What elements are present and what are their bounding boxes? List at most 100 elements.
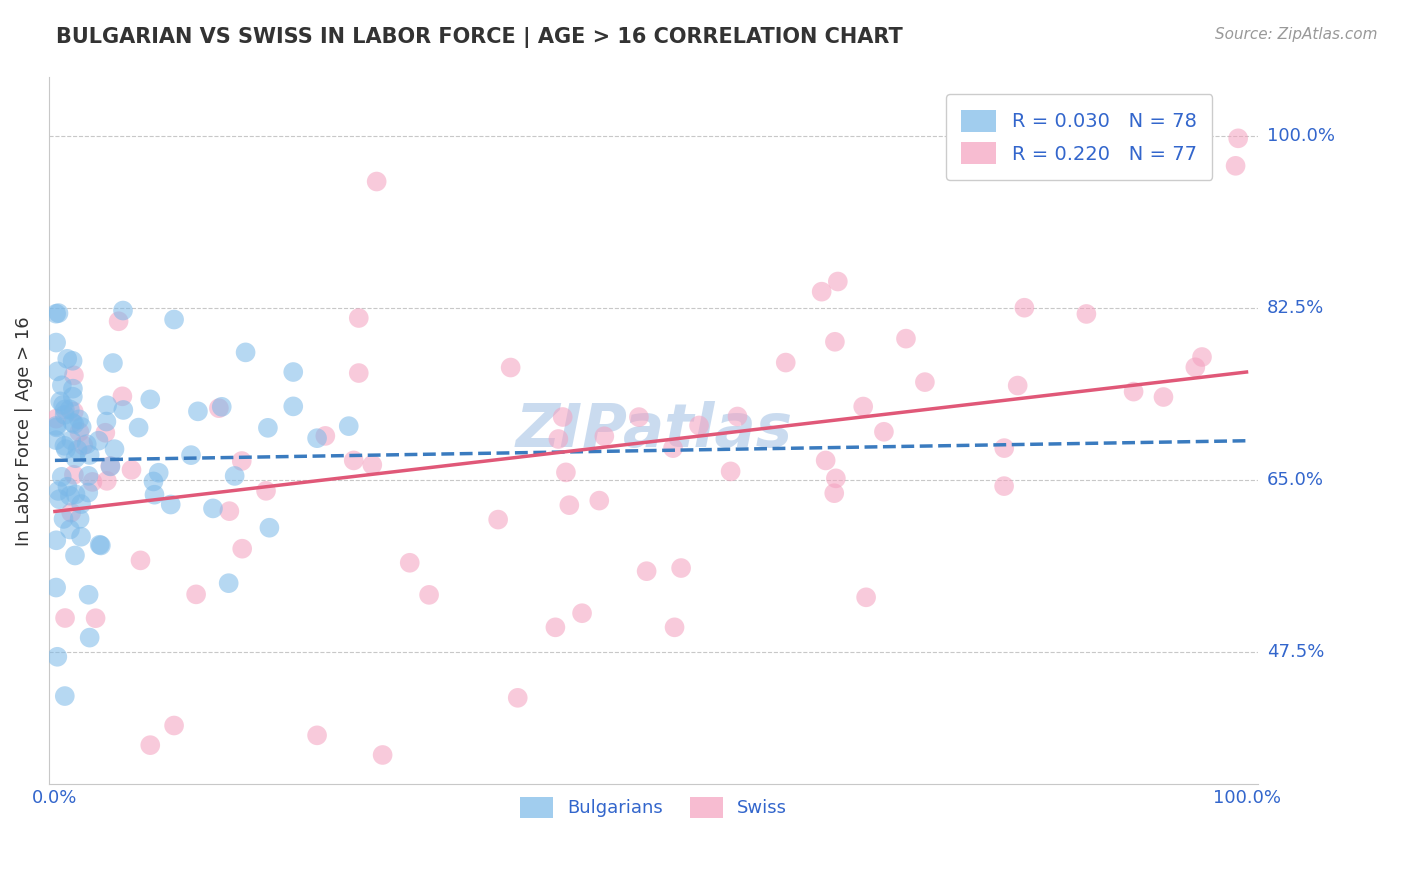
Point: [70, 497, 93, 511]
Point: [218, 504, 240, 518]
Point: [53, 408, 76, 422]
Point: [855, 591, 877, 605]
Point: [208, 401, 231, 416]
Text: 65.0%: 65.0%: [1267, 471, 1324, 489]
Point: [1184, 360, 1206, 375]
Point: [184, 587, 207, 601]
Point: [45, 581, 67, 595]
Point: [63, 368, 86, 383]
Point: [688, 418, 710, 433]
Point: [46, 483, 69, 498]
Point: [486, 512, 509, 526]
Point: [53, 611, 76, 625]
Point: [55, 442, 77, 457]
Point: [129, 553, 152, 567]
Point: [571, 606, 593, 620]
Point: [827, 275, 849, 289]
Point: [636, 564, 658, 578]
Point: [98, 458, 121, 473]
Point: [211, 400, 233, 414]
Point: [499, 360, 522, 375]
Point: [128, 420, 150, 434]
Point: [51, 470, 73, 484]
Point: [343, 453, 366, 467]
Point: [627, 410, 650, 425]
Point: [231, 454, 253, 468]
Point: [993, 441, 1015, 455]
Point: [45, 335, 67, 350]
Point: [1227, 131, 1250, 145]
Point: [45, 420, 67, 434]
Point: [314, 429, 336, 443]
Y-axis label: In Labor Force | Age > 16: In Labor Force | Age > 16: [15, 316, 32, 546]
Point: [90, 539, 112, 553]
Point: [77, 588, 100, 602]
Point: [56, 480, 79, 494]
Point: [257, 421, 280, 435]
Point: [60, 506, 83, 520]
Text: BULGARIAN VS SWISS IN LABOR FORCE | AGE > 16 CORRELATION CHART: BULGARIAN VS SWISS IN LABOR FORCE | AGE …: [56, 27, 903, 48]
Point: [112, 403, 135, 417]
Point: [82, 475, 104, 489]
Point: [551, 409, 574, 424]
Point: [506, 690, 529, 705]
Point: [51, 378, 73, 392]
Text: Source: ZipAtlas.com: Source: ZipAtlas.com: [1215, 27, 1378, 42]
Point: [163, 312, 186, 326]
Point: [825, 471, 848, 485]
Point: [814, 453, 837, 467]
Point: [1007, 378, 1029, 392]
Point: [398, 556, 420, 570]
Point: [824, 334, 846, 349]
Point: [101, 356, 124, 370]
Point: [67, 412, 90, 426]
Point: [46, 649, 69, 664]
Point: [70, 420, 93, 434]
Point: [65, 487, 87, 501]
Point: [59, 489, 82, 503]
Point: [52, 398, 75, 412]
Point: [48, 306, 70, 320]
Point: [79, 631, 101, 645]
Point: [143, 488, 166, 502]
Point: [283, 365, 305, 379]
Point: [259, 521, 281, 535]
Point: [103, 442, 125, 457]
Point: [993, 479, 1015, 493]
Text: 82.5%: 82.5%: [1267, 299, 1324, 318]
Point: [347, 311, 370, 326]
Point: [1191, 350, 1213, 364]
Point: [60, 434, 83, 448]
Text: 47.5%: 47.5%: [1267, 643, 1324, 661]
Point: [1076, 307, 1098, 321]
Point: [65, 451, 87, 466]
Point: [62, 404, 84, 418]
Text: ZIPatlas: ZIPatlas: [515, 401, 792, 460]
Point: [361, 458, 384, 472]
Point: [371, 747, 394, 762]
Point: [96, 398, 118, 412]
Point: [96, 415, 118, 429]
Point: [418, 588, 440, 602]
Point: [337, 419, 360, 434]
Point: [231, 541, 253, 556]
Point: [593, 429, 616, 443]
Point: [823, 486, 845, 500]
Point: [914, 375, 936, 389]
Point: [63, 549, 86, 563]
Point: [1225, 159, 1247, 173]
Point: [111, 303, 134, 318]
Point: [148, 466, 170, 480]
Point: [254, 483, 277, 498]
Point: [1122, 384, 1144, 399]
Point: [159, 498, 181, 512]
Point: [89, 538, 111, 552]
Point: [218, 576, 240, 591]
Point: [1152, 390, 1174, 404]
Point: [70, 530, 93, 544]
Point: [77, 485, 100, 500]
Point: [180, 448, 202, 462]
Point: [49, 394, 72, 409]
Point: [62, 390, 84, 404]
Point: [46, 364, 69, 378]
